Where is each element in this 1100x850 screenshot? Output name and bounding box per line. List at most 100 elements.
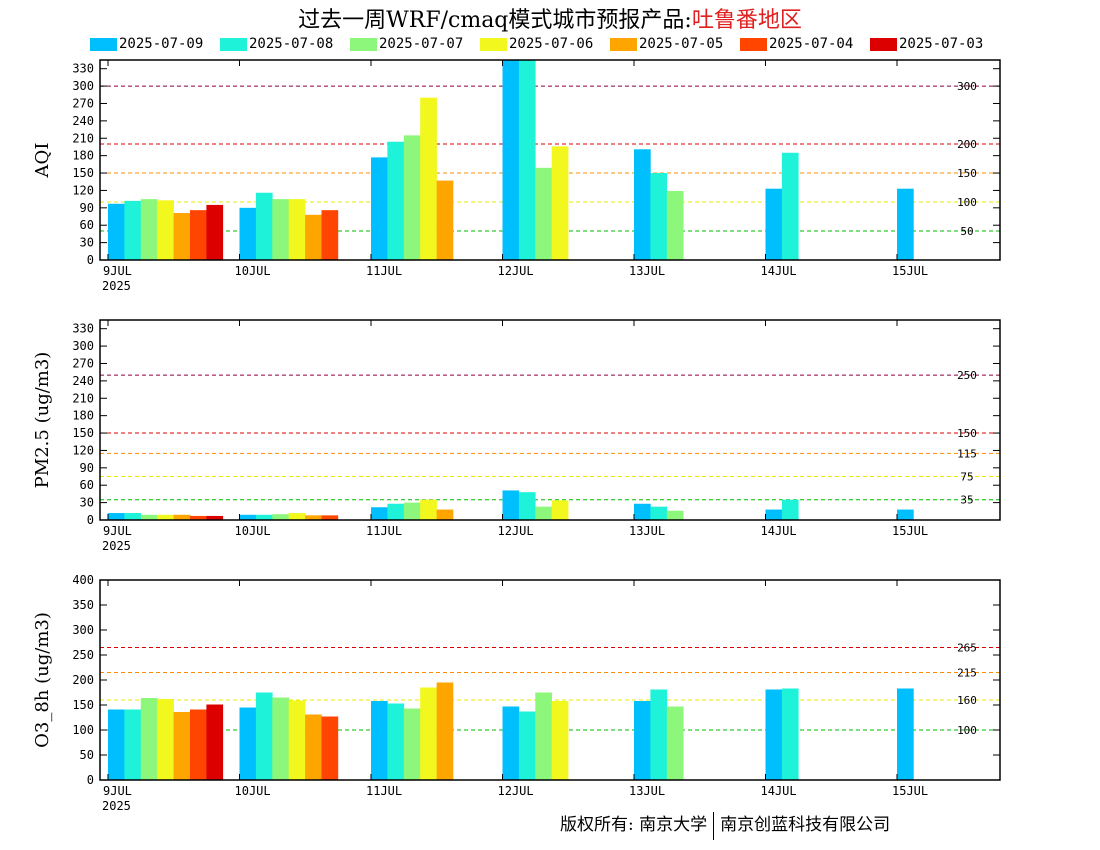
data-bar <box>518 492 536 520</box>
data-bar <box>321 210 339 260</box>
y-tick-label: 30 <box>80 236 94 250</box>
x-tick-label: 14JUL <box>761 784 797 798</box>
data-bar <box>255 514 273 520</box>
plot-frame <box>99 319 1001 521</box>
x-tick-label: 10JUL <box>235 264 271 278</box>
data-bar <box>535 692 552 780</box>
y-tick-label: 60 <box>80 478 94 492</box>
x-tick-label: 9JUL <box>103 524 132 538</box>
y-tick-label: 30 <box>80 496 94 510</box>
data-bar <box>666 191 684 260</box>
legend-swatch <box>610 37 637 51</box>
legend-item: 2025-07-05 <box>610 35 723 53</box>
data-bar <box>650 506 668 520</box>
data-bar <box>403 135 421 260</box>
legend-item: 2025-07-07 <box>350 35 463 53</box>
data-bar <box>420 499 437 520</box>
x-tick-label: 15JUL <box>892 784 928 798</box>
legend-swatch <box>480 37 507 51</box>
data-bar <box>535 167 552 260</box>
x-tick-label: 14JUL <box>761 264 797 278</box>
threshold-label: 250 <box>957 369 977 382</box>
data-bar <box>371 157 388 260</box>
data-bar <box>288 199 306 260</box>
x-tick-label: 15JUL <box>892 524 928 538</box>
legend-label: 2025-07-03 <box>899 36 984 52</box>
legend-label: 2025-07-07 <box>379 36 464 52</box>
x-tick-label: 12JUL <box>498 784 534 798</box>
data-bar <box>650 173 668 260</box>
y-tick-label: 120 <box>72 183 94 197</box>
data-bar <box>173 712 191 780</box>
data-bar <box>140 514 158 520</box>
y-tick-label: 50 <box>80 748 94 762</box>
x-tick-label: 12JUL <box>498 524 534 538</box>
y-axis-label: O3_8h (ug/m3) <box>32 612 53 748</box>
y-tick-label: 300 <box>72 339 94 353</box>
y-tick-label: 60 <box>80 218 94 232</box>
y-tick-label: 120 <box>72 443 94 457</box>
data-bar <box>436 509 454 520</box>
threshold-label: 100 <box>957 724 977 737</box>
data-bar <box>781 499 799 520</box>
y-tick-label: 240 <box>72 114 94 128</box>
threshold-label: 160 <box>957 694 977 707</box>
data-bar <box>157 200 174 260</box>
data-bar <box>305 214 322 260</box>
threshold-label: 200 <box>957 138 977 151</box>
data-bar <box>436 682 454 780</box>
y-tick-label: 90 <box>80 461 94 475</box>
y-tick-label: 210 <box>72 131 94 145</box>
data-bar <box>272 199 289 260</box>
y-tick-label: 300 <box>72 623 94 637</box>
data-bar <box>124 709 142 780</box>
data-bar <box>387 503 405 520</box>
legend-label: 2025-07-09 <box>119 36 204 52</box>
copyright-partner: 南京创蓝科技有限公司 <box>720 815 891 835</box>
data-bar <box>108 709 125 780</box>
legend-item: 2025-07-08 <box>220 35 333 53</box>
data-bar <box>897 509 914 520</box>
data-bar <box>403 502 421 520</box>
x-tick-label: 9JUL <box>103 784 132 798</box>
x-tick-label: 11JUL <box>366 784 402 798</box>
footer-divider <box>713 811 715 840</box>
x-tick-label: 10JUL <box>235 524 271 538</box>
y-tick-label: 210 <box>72 391 94 405</box>
data-bar <box>206 704 224 780</box>
page-title: 过去一周WRF/cmaq模式城市预报产品:吐鲁番地区 <box>0 2 1100 34</box>
y-axis-label: AQI <box>32 143 53 179</box>
legend-label: 2025-07-06 <box>509 36 594 52</box>
data-bar <box>239 514 257 520</box>
data-bar <box>502 706 520 780</box>
data-bar <box>551 146 569 260</box>
x-tick-label: 11JUL <box>366 524 402 538</box>
data-bar <box>781 688 799 780</box>
data-bar <box>124 200 142 260</box>
y-tick-label: 240 <box>72 374 94 388</box>
data-bar <box>765 689 783 780</box>
data-bar <box>634 149 651 260</box>
legend-item: 2025-07-06 <box>480 35 593 53</box>
x-tick-label: 12JUL <box>498 264 534 278</box>
data-bar <box>387 141 405 260</box>
legend-swatch <box>870 37 897 51</box>
data-bar <box>305 515 322 520</box>
x-tick-label: 10JUL <box>235 784 271 798</box>
threshold-label: 150 <box>957 427 977 440</box>
y-tick-label: 270 <box>72 96 94 110</box>
x-year-label: 2025 <box>102 539 131 553</box>
data-bar <box>157 514 174 520</box>
data-bar <box>140 698 158 780</box>
title-region: 吐鲁番地区 <box>691 8 802 33</box>
data-bar <box>535 506 552 520</box>
threshold-label: 100 <box>957 196 977 209</box>
y-tick-label: 330 <box>72 322 94 336</box>
y-axis-label: PM2.5 (ug/m3) <box>32 352 53 489</box>
x-tick-label: 13JUL <box>629 524 665 538</box>
y-tick-label: 330 <box>72 62 94 76</box>
x-tick-label: 9JUL <box>103 264 132 278</box>
data-bar <box>551 500 569 520</box>
y-tick-label: 200 <box>72 673 94 687</box>
